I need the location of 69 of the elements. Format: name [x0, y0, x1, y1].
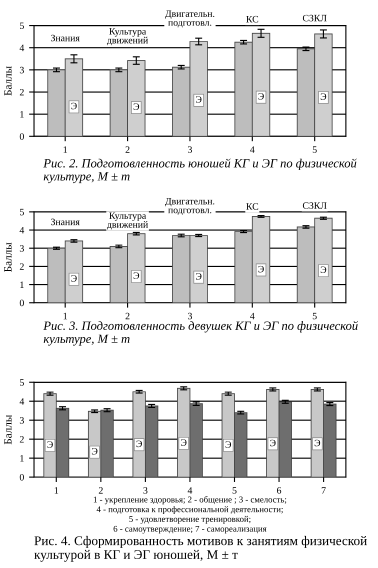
x-tick-label: 5 — [312, 146, 317, 153]
x-tick-label: 3 — [188, 146, 192, 153]
text: Э — [196, 273, 202, 280]
annotation: Двигательн. подготовл. — [165, 198, 214, 216]
x-tick-label: 7 — [322, 487, 326, 494]
y-axis-title: Баллы — [4, 242, 12, 272]
y-tick-label: 1 — [20, 455, 24, 462]
series-label: Э — [258, 266, 264, 272]
y-tick-label: 0 — [20, 133, 24, 140]
text: Э — [134, 103, 140, 110]
text: Э — [71, 102, 77, 110]
text: Рис. 4. Сформированность мотивов к занятиям физической культурой в КГ и ЭГ юношей, M ± т — [34, 536, 367, 562]
x-tick-label: 2 — [126, 146, 130, 153]
x-tick-label: 3 — [188, 312, 192, 320]
series-label: Э — [92, 448, 98, 455]
x-tick-label: 1 — [64, 312, 68, 320]
y-axis-title: Баллы — [4, 414, 12, 444]
text: СЗКЛ — [302, 202, 327, 209]
text: Э — [320, 266, 326, 274]
x-tick-label: 2 — [126, 312, 130, 320]
annotation: Культура движений — [106, 212, 148, 230]
x-tick-label: 3 — [143, 487, 148, 494]
text: Э — [320, 93, 326, 100]
text: Рис. 3. Подготовленность девушек КГ и ЭГ по физической культуре, M ± m — [43, 320, 358, 346]
x-tick-label: 6 — [277, 487, 282, 494]
y-tick-label: 2 — [20, 263, 24, 270]
text: Э — [71, 275, 77, 282]
text: Э — [314, 440, 320, 446]
annotation: Знания — [51, 218, 80, 226]
y-tick-label: 1 — [20, 282, 24, 288]
text: Э — [181, 439, 187, 446]
text: КС — [246, 203, 258, 210]
y-tick-label: 2 — [20, 436, 24, 443]
text: Э — [47, 441, 53, 448]
series-label: Э — [258, 93, 264, 100]
text: Э — [136, 440, 142, 448]
y-tick-label: 2 — [20, 88, 24, 96]
text: Рис. 2. Подготовленность юношей КГ и ЭГ по физической культуре, M ± m — [43, 158, 357, 184]
y-tick-label: 1 — [20, 111, 24, 118]
annotation: Знания — [51, 34, 80, 42]
y-tick-label: 4 — [20, 398, 24, 405]
y-tick-label: 3 — [20, 245, 24, 252]
y-tick-label: 0 — [20, 300, 24, 306]
annotation: Двигательн. подготовл. — [165, 10, 214, 28]
x-tick-label: 4 — [250, 146, 255, 153]
x-tick-label: 5 — [232, 487, 237, 494]
y-tick-label: 0 — [20, 474, 24, 481]
y-tick-label: 5 — [20, 22, 24, 30]
text: Э — [134, 272, 140, 279]
annotation: Культура движений — [106, 28, 148, 46]
x-tick-label: 2 — [98, 487, 103, 494]
y-axis-title: Баллы — [4, 66, 12, 96]
x-tick-label: 4 — [188, 487, 192, 494]
x-tick-label: 1 — [54, 487, 58, 494]
x-tick-label: 4 — [250, 312, 255, 320]
y-tick-label: 5 — [20, 208, 24, 216]
text: Э — [226, 441, 232, 448]
y-tick-label: 5 — [20, 379, 24, 386]
text: Э — [196, 96, 202, 103]
x-tick-label: 5 — [312, 312, 317, 320]
y-tick-label: 3 — [20, 66, 24, 74]
y-tick-label: 4 — [20, 227, 24, 234]
x-tick-label: 1 — [64, 146, 68, 153]
text: 1 - укрепление здоровья; 2 - общение ; 3 - смелость; 4 - подготовка к профессиональной деятельности; 5 - удовлетворение тренировкой; 6 - самоутверждение; 7 - самореализация — [94, 496, 286, 534]
y-tick-label: 4 — [20, 44, 24, 52]
text: СЗКЛ — [302, 14, 327, 22]
text: Э — [270, 440, 276, 446]
y-tick-label: 3 — [20, 417, 24, 424]
text: КС — [246, 16, 258, 22]
